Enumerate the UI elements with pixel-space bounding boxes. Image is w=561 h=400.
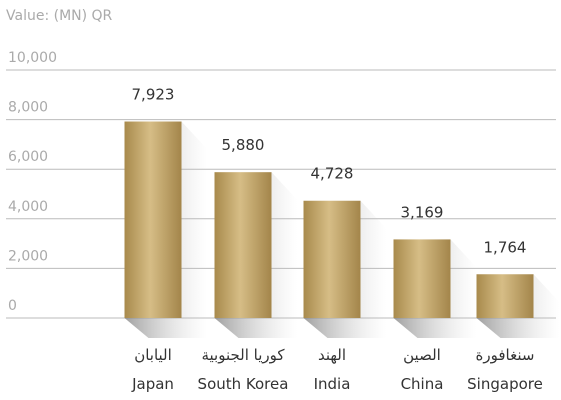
x-tick-label-ar: الهند bbox=[318, 346, 346, 364]
value-label: 4,728 bbox=[311, 165, 354, 183]
bar bbox=[393, 239, 451, 318]
value-label: 1,764 bbox=[484, 238, 527, 256]
y-tick-label: 0 bbox=[8, 298, 17, 314]
y-tick-label: 8,000 bbox=[8, 100, 48, 116]
x-tick-label-ar: كوريا الجنوبية bbox=[201, 346, 285, 364]
x-tick-label-ar: الصين bbox=[403, 346, 441, 364]
x-tick-label: India bbox=[314, 375, 351, 393]
bar bbox=[124, 121, 182, 318]
value-label: 5,880 bbox=[222, 136, 265, 154]
axis-label: Value: (MN) QR bbox=[6, 8, 113, 24]
y-tick-label: 2,000 bbox=[8, 248, 48, 264]
x-tick-label: South Korea bbox=[198, 375, 289, 393]
x-tick-label: China bbox=[401, 375, 444, 393]
x-tick-label-ar: سنغافورة bbox=[476, 346, 535, 364]
value-label: 3,169 bbox=[401, 203, 444, 221]
y-tick-label: 4,000 bbox=[8, 199, 48, 215]
y-tick-label: 6,000 bbox=[8, 149, 48, 165]
bar bbox=[476, 274, 534, 318]
x-tick-label-ar: اليابان bbox=[134, 346, 172, 364]
bar bbox=[303, 200, 361, 318]
y-tick-label: 10,000 bbox=[8, 50, 57, 66]
value-label: 7,923 bbox=[132, 86, 175, 104]
x-tick-label: Japan bbox=[131, 375, 174, 393]
x-tick-label: Singapore bbox=[467, 375, 543, 393]
bar bbox=[214, 172, 272, 318]
